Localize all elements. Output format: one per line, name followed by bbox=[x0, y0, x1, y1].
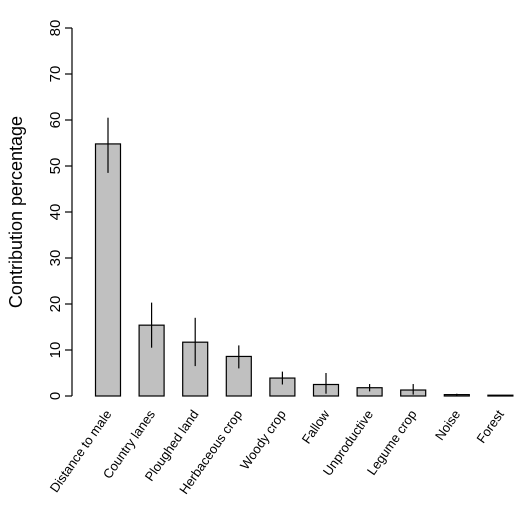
y-axis: 0 10 20 30 40 50 60 70 80 bbox=[47, 20, 73, 400]
y-tick-label: 50 bbox=[47, 158, 64, 175]
y-tick-label: 10 bbox=[47, 342, 64, 359]
y-axis-label: Contribution percentage bbox=[6, 116, 26, 308]
y-tick-label: 60 bbox=[47, 112, 64, 129]
y-tick-label: 30 bbox=[47, 250, 64, 267]
y-tick-label: 70 bbox=[47, 66, 64, 83]
bar bbox=[487, 394, 514, 397]
bars bbox=[94, 117, 514, 397]
y-tick-label: 40 bbox=[47, 204, 64, 221]
x-tick-label: Fallow bbox=[299, 407, 333, 447]
x-tick-label: Distance to male bbox=[47, 407, 115, 495]
x-tick-label: Woody crop bbox=[237, 407, 289, 472]
y-tick-label: 80 bbox=[47, 20, 64, 37]
y-tick-label: 0 bbox=[47, 392, 64, 400]
x-tick-label: Noise bbox=[432, 407, 463, 443]
x-tick-label: Forest bbox=[473, 407, 507, 446]
bar bbox=[94, 143, 122, 397]
y-tick-label: 20 bbox=[47, 296, 64, 313]
